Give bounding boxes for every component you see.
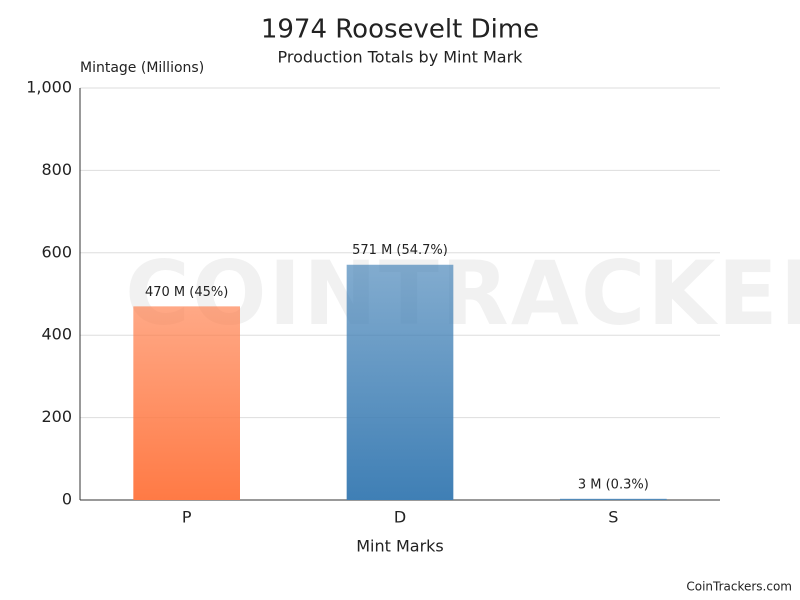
y-axis-label: Mintage (Millions) — [80, 60, 204, 76]
x-tick-label: D — [394, 508, 406, 527]
value-label: 470 M (45%) — [145, 285, 228, 300]
y-tick-label: 0 — [62, 490, 72, 509]
bar — [560, 498, 667, 500]
y-tick-label: 600 — [41, 242, 72, 261]
x-axis-label: Mint Marks — [356, 537, 444, 556]
y-tick-label: 800 — [41, 160, 72, 179]
value-label: 571 M (54.7%) — [352, 243, 448, 258]
bar — [346, 264, 454, 500]
x-tick-label: S — [608, 508, 618, 527]
y-tick-label: 1,000 — [26, 78, 72, 97]
chart-title: 1974 Roosevelt Dime — [261, 15, 539, 45]
credit: CoinTrackers.com — [686, 580, 792, 594]
chart-subtitle: Production Totals by Mint Mark — [278, 48, 524, 67]
y-tick-label: 200 — [41, 407, 72, 426]
bar — [133, 306, 240, 500]
y-tick-label: 400 — [41, 325, 72, 344]
x-tick-label: P — [182, 508, 192, 527]
value-label: 3 M (0.3%) — [578, 477, 649, 492]
